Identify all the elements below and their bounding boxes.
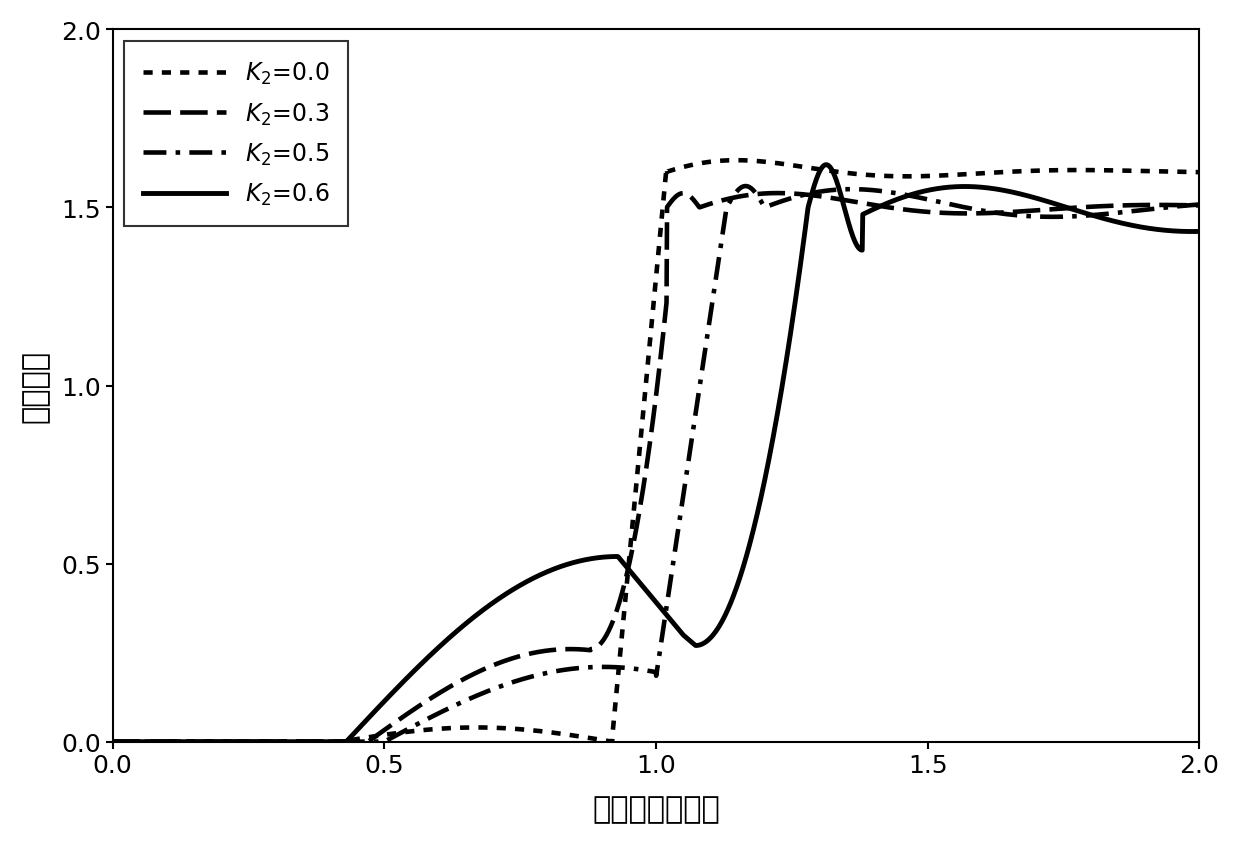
Legend: $K_2$=0.0, $K_2$=0.3, $K_2$=0.5, $K_2$=0.6: $K_2$=0.0, $K_2$=0.3, $K_2$=0.5, $K_2$=0… [124, 42, 348, 227]
X-axis label: 归一化输入功率: 归一化输入功率 [591, 794, 719, 823]
Y-axis label: 透射系数: 透射系数 [21, 349, 50, 423]
